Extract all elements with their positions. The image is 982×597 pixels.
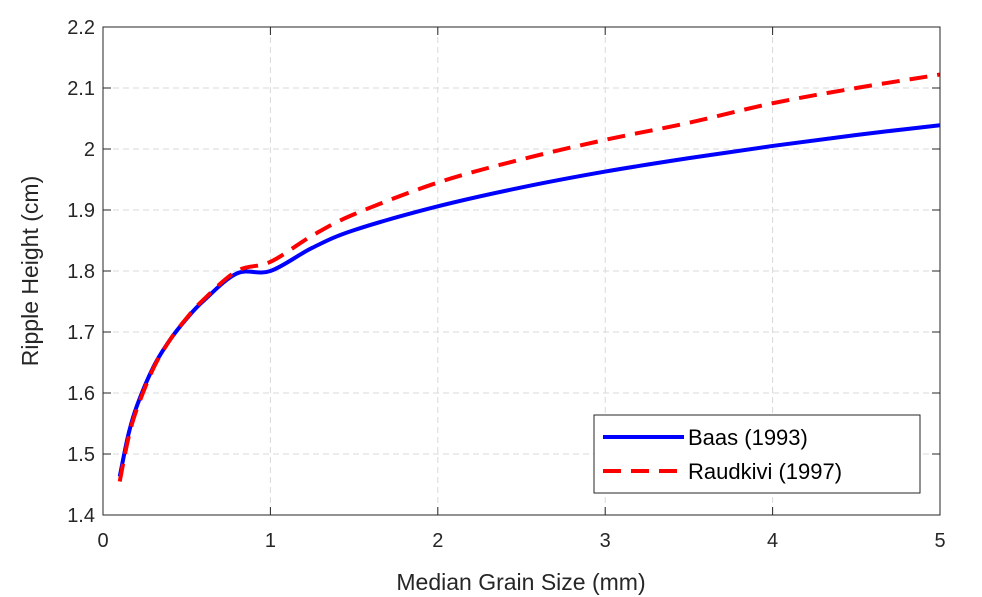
legend: Baas (1993) Raudkivi (1997): [593, 414, 921, 494]
x-tick-label: 3: [600, 530, 611, 552]
x-tick-label: 4: [767, 530, 778, 552]
x-tick-label: 0: [97, 530, 108, 552]
x-tick-label: 1: [265, 530, 276, 552]
legend-label-raudkivi: Raudkivi (1997): [688, 459, 842, 484]
x-tick-label: 2: [432, 530, 443, 552]
y-tick-label: 1.6: [67, 383, 95, 405]
x-axis-label: Median Grain Size (mm): [396, 569, 645, 595]
y-tick-label: 1.8: [67, 261, 95, 283]
y-axis-ticks: 1.4 1.5 1.6 1.7 1.8 1.9 2 2.1 2.2: [67, 17, 940, 527]
y-axis-label: Ripple Height (cm): [17, 176, 43, 366]
series-line-raudkivi: [117, 72, 941, 482]
y-tick-label: 1.7: [67, 322, 95, 344]
y-tick-label: 1.5: [67, 444, 95, 466]
series-group: [117, 72, 941, 482]
legend-label-baas: Baas (1993): [688, 425, 808, 450]
x-tick-label: 5: [934, 530, 945, 552]
y-tick-label: 1.4: [67, 505, 95, 527]
legend-box: [593, 414, 921, 494]
y-tick-label: 2.1: [67, 78, 95, 100]
y-tick-label: 2.2: [67, 17, 95, 39]
x-axis-ticks: 0 1 2 3 4 5: [97, 27, 946, 552]
y-tick-label: 1.9: [67, 200, 95, 222]
y-tick-label: 2: [84, 139, 95, 161]
